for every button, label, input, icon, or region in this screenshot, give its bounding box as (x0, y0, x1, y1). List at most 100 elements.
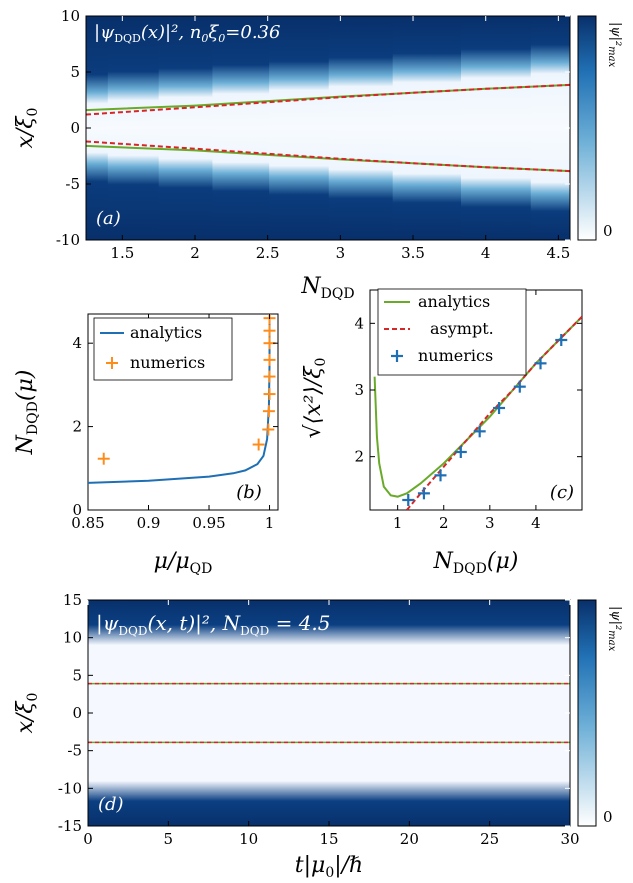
panel-d-yticks: -15 -10 -5 0 5 10 15 (58, 591, 570, 835)
numerics-point (434, 469, 447, 482)
curve-asympt-lower (86, 140, 570, 173)
numerics-point (263, 388, 276, 401)
x-tick-label: 4.5 (546, 244, 570, 262)
numerics-point (262, 405, 275, 418)
panel-a-title: |ψDQD(x)|², n0ξ0=0.36 (94, 22, 280, 45)
y-tick-label: 2 (354, 448, 364, 466)
panel-d-colorbar-zero: 0 (603, 808, 613, 826)
panel-a-heatmap: |ψDQD(x)|², n0ξ0=0.36 (a) 1.5 2 2.5 3 3.5 4 4.… (13, 7, 623, 302)
heatmap-d-image (88, 600, 570, 826)
panel-b-ylabel: NDQD(μ) (13, 370, 41, 456)
panel-a-yticks: -10 -5 0 5 10 (56, 7, 570, 249)
y-tick-label: -10 (58, 779, 82, 797)
x-tick-label: 1 (393, 514, 403, 532)
x-tick-label: 3.5 (401, 244, 425, 262)
numerics-point (402, 494, 415, 506)
x-tick-label: 10 (239, 830, 258, 848)
panel-d-colorbar (577, 599, 597, 827)
legend-b-analytics: analytics (130, 323, 202, 342)
y-tick-label: 3 (354, 381, 364, 399)
panel-a-colorbar (577, 15, 597, 241)
legend-b-numerics: numerics (130, 353, 205, 372)
x-tick-label: 25 (480, 830, 499, 848)
panel-b-yticks: 0 2 4 (72, 334, 278, 519)
numerics-point (263, 324, 276, 337)
legend-c-numerics-marker (391, 350, 403, 362)
panel-d-ylabel: x/ξ0 (13, 693, 41, 734)
analytics-line (373, 315, 582, 498)
heatmap-bin (460, 16, 532, 240)
numerics-point (454, 446, 467, 458)
panel-d-label: (d) (98, 794, 124, 815)
panel-c-xlabel: NDQD(μ) (433, 549, 519, 577)
x-tick-label: 1.5 (110, 244, 134, 262)
panel-c-legend: analytics asympt. numerics (377, 288, 527, 376)
x-tick-label: 2 (439, 514, 449, 532)
numerics-point (493, 402, 506, 414)
asympt-line (406, 315, 582, 510)
y-tick-label: -5 (65, 175, 80, 193)
panel-a-xticks: 1.5 2 2.5 3 3.5 4 4.5 (110, 16, 570, 262)
legend-c-numerics: numerics (418, 346, 493, 365)
x-tick-label: 0 (83, 830, 93, 848)
panel-d-colorbar-label: |ψ|²max (606, 606, 623, 652)
heatmap-bin (328, 16, 394, 240)
x-tick-label: 0.9 (137, 514, 161, 532)
x-tick-label: 0.95 (192, 514, 225, 532)
y-tick-label: 0 (72, 501, 82, 519)
panel-d-curves (88, 682, 570, 744)
panel-a-ylabel: x/ξ0 (13, 108, 41, 149)
numerics-point (513, 380, 526, 393)
panel-c-ylabel: √⟨x²⟩/ξ0 (301, 358, 329, 439)
x-tick-label: 20 (400, 830, 419, 848)
panel-a-xlabel: NDQD (300, 274, 354, 302)
panel-d-xticks: 0 5 10 15 20 25 30 (83, 600, 580, 848)
numerics-point (252, 438, 265, 451)
numerics-point (534, 357, 547, 370)
panel-d-heatmap: |ψDQD(x, t)|², NDQD = 4.5 (d) 0 5 10 15 20 25… (13, 591, 623, 881)
panel-d-title: |ψDQD(x, t)|², NDQD = 4.5 (96, 611, 331, 638)
y-tick-label: -10 (56, 231, 80, 249)
panel-b-plot: 0.85 0.9 0.95 1 024 analytics numerics (b) … (13, 313, 279, 577)
x-tick-label: 4 (531, 514, 541, 532)
y-tick-label: 15 (63, 591, 82, 609)
x-tick-label: 3 (485, 514, 495, 532)
y-tick-label: -15 (58, 817, 82, 835)
panel-b-xticks: 0.85 0.9 0.95 1 (71, 314, 274, 532)
y-tick-label: 0 (70, 119, 80, 137)
x-tick-label: 0.85 (71, 514, 104, 532)
heatmap-a-bins (86, 16, 570, 240)
y-tick-label: 4 (354, 314, 364, 332)
panel-b-legend: analytics numerics (93, 317, 233, 381)
numerics-point (262, 423, 275, 436)
heatmap-bin (269, 16, 330, 240)
numerics-point (555, 334, 568, 346)
x-tick-label: 30 (560, 830, 579, 848)
y-tick-label: 5 (72, 666, 82, 684)
numerics-point (417, 487, 430, 500)
x-tick-label: 2 (190, 244, 200, 262)
heatmap-bin (392, 16, 462, 240)
legend-b-numerics-marker (106, 357, 118, 369)
x-tick-label: 2.5 (256, 244, 280, 262)
y-tick-label: 10 (61, 7, 80, 25)
panel-c-label: (c) (550, 482, 574, 503)
y-tick-label: -5 (67, 742, 82, 760)
heatmap-bin (107, 16, 160, 240)
heatmap-bin (212, 16, 270, 240)
x-tick-label: 15 (319, 830, 338, 848)
panel-c-yticks: 2 3 4 (354, 314, 582, 466)
heatmap-bin (86, 16, 109, 240)
y-tick-label: 10 (63, 629, 82, 647)
legend-c-asympt: asympt. (430, 319, 494, 338)
y-tick-label: 0 (72, 704, 82, 722)
x-tick-label: 4 (481, 244, 491, 262)
legend-c-analytics: analytics (418, 292, 490, 311)
numerics-point (263, 353, 276, 366)
curve-asympt-upper (86, 83, 570, 116)
y-tick-label: 4 (72, 334, 82, 352)
heatmap-bin (158, 16, 213, 240)
x-tick-label: 5 (164, 830, 174, 848)
